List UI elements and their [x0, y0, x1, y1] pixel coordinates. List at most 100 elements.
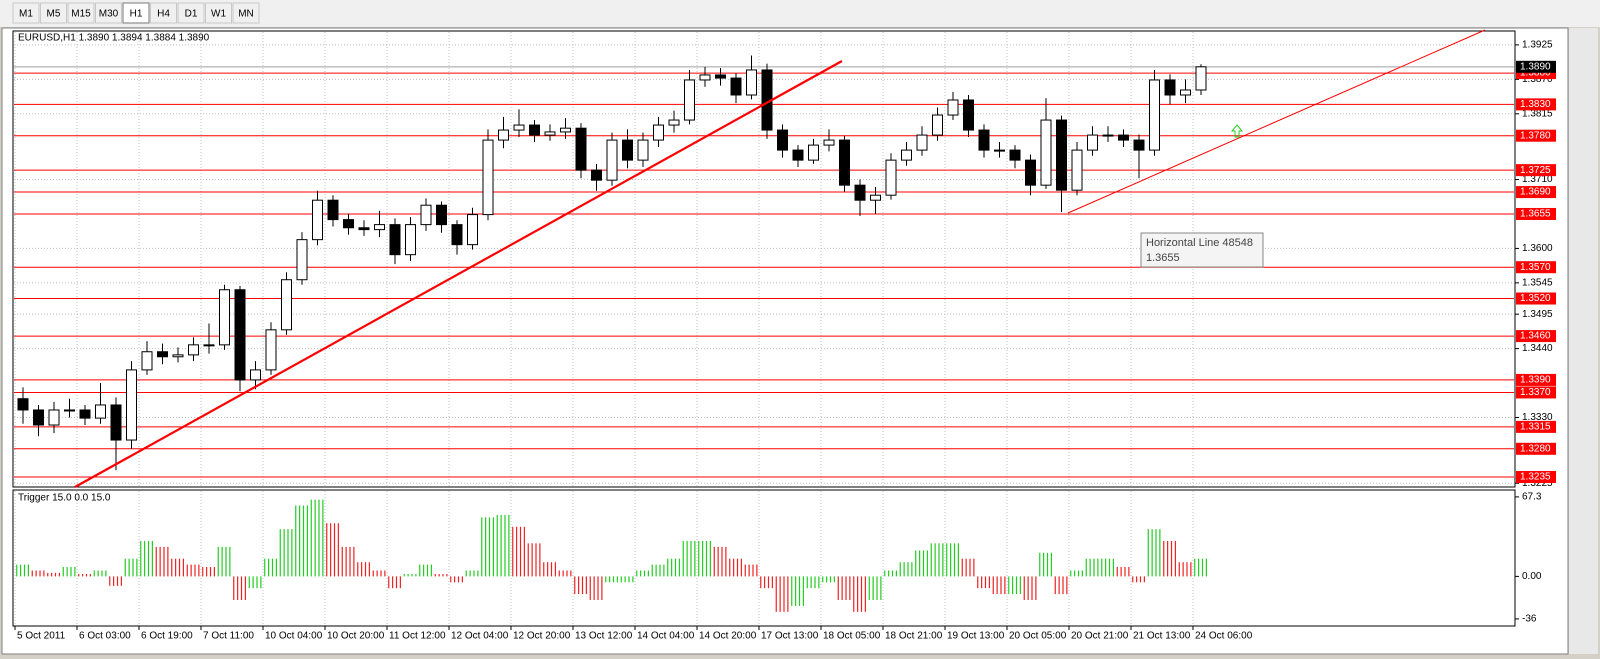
- candle-body: [188, 344, 199, 356]
- histogram-bar: [310, 499, 324, 577]
- histogram-bar: [853, 576, 866, 612]
- price-label: 1.3780: [1520, 130, 1551, 141]
- timeframe-button[interactable]: [67, 2, 95, 24]
- histogram-bar: [248, 576, 262, 589]
- candle-body: [529, 124, 540, 136]
- candle-body: [575, 127, 587, 171]
- candle-body: [141, 351, 153, 371]
- candle-body: [544, 131, 556, 136]
- timeframe-label[interactable]: M30: [99, 9, 119, 20]
- timeframe-button[interactable]: [40, 2, 67, 24]
- x-tick-label: 20 Oct 05:00: [1009, 631, 1067, 642]
- indicator-title: Trigger 15.0 0.0 15.0: [18, 493, 111, 504]
- timeframe-button[interactable]: [232, 2, 260, 24]
- histogram-bar: [233, 576, 246, 601]
- histogram-bar: [884, 570, 897, 577]
- timeframe-label[interactable]: M5: [47, 9, 61, 20]
- timeframe-button[interactable]: [205, 2, 232, 24]
- y-tick-label: 1.3545: [1522, 277, 1553, 288]
- candle-body: [79, 409, 91, 419]
- x-tick-label: 12 Oct 04:00: [451, 631, 509, 642]
- x-tick-label: 19 Oct 13:00: [947, 631, 1005, 642]
- histogram-bar: [1054, 576, 1068, 595]
- price-label: 1.3690: [1520, 187, 1551, 198]
- tooltip: [1140, 232, 1264, 268]
- candle-body: [1180, 89, 1191, 96]
- toolbar-bg: [0, 0, 1600, 27]
- timeframe-label[interactable]: M1: [19, 9, 33, 20]
- histogram-bar: [496, 514, 510, 577]
- y-tick-label: 67.3: [1522, 492, 1542, 503]
- candle-body: [126, 369, 137, 441]
- histogram-bar: [651, 564, 665, 577]
- candle-body: [312, 199, 323, 241]
- timeframe-label[interactable]: MN: [238, 9, 254, 20]
- timeframe-label[interactable]: W1: [211, 9, 226, 20]
- timeframe-label[interactable]: H1: [130, 9, 143, 20]
- histogram-bar: [186, 564, 200, 577]
- histogram-bar: [1008, 576, 1021, 595]
- timeframe-button[interactable]: [177, 2, 205, 24]
- timeframe-button[interactable]: [150, 2, 177, 24]
- candle-body: [947, 99, 959, 116]
- y-tick-label: 1.3925: [1522, 40, 1553, 51]
- histogram-bar: [109, 576, 122, 586]
- candle-body: [1025, 159, 1036, 186]
- histogram-bar: [605, 576, 618, 583]
- trend-line[interactable]: [1067, 29, 1486, 214]
- candle-body: [513, 124, 525, 131]
- candle-body: [916, 134, 928, 151]
- histogram-bar: [357, 562, 370, 577]
- candle-body: [203, 344, 215, 347]
- histogram-bar: [760, 576, 773, 589]
- candle-body: [777, 129, 788, 151]
- indicator-panel: [12, 489, 1516, 627]
- histogram-bar: [78, 574, 91, 577]
- histogram-bar: [326, 523, 339, 577]
- candle-body: [978, 129, 990, 151]
- histogram-bar: [729, 558, 742, 577]
- candle-body: [839, 139, 850, 186]
- histogram-bar: [1070, 570, 1083, 577]
- buy-arrow[interactable]: [1230, 124, 1244, 138]
- candle-body: [1087, 134, 1098, 151]
- candle-body: [730, 77, 742, 96]
- candle-body: [684, 79, 695, 121]
- timeframe-label[interactable]: M15: [71, 9, 91, 20]
- candle-body: [901, 149, 912, 161]
- histogram-bar: [806, 576, 820, 589]
- histogram-bar: [124, 558, 138, 577]
- histogram-bar: [155, 546, 169, 577]
- histogram-bar: [295, 505, 308, 577]
- price-label-bg: [1516, 292, 1556, 305]
- x-tick-label: 24 Oct 06:00: [1195, 631, 1253, 642]
- x-tick-label: 6 Oct 03:00: [79, 631, 131, 642]
- price-label-bg: [1516, 470, 1556, 483]
- timeframe-button[interactable]: [122, 2, 150, 24]
- histogram-bar: [419, 564, 432, 577]
- timeframe-button[interactable]: [12, 2, 40, 24]
- histogram-bar: [946, 543, 959, 577]
- timeframe-button[interactable]: [95, 2, 122, 24]
- y-tick-label: 1.3870: [1522, 74, 1553, 85]
- price-label-bg: [1516, 373, 1556, 386]
- histogram-bar: [698, 540, 711, 577]
- histogram-bar: [822, 576, 835, 583]
- histogram-bar: [450, 576, 463, 583]
- candle-body: [95, 404, 106, 419]
- histogram-bar: [388, 576, 401, 589]
- candle-body: [250, 369, 261, 381]
- histogram-bar: [1116, 566, 1130, 577]
- price-label-bg: [1516, 330, 1556, 343]
- timeframe-label[interactable]: D1: [185, 9, 198, 20]
- y-tick-label: 1.3600: [1522, 243, 1553, 254]
- trend-line[interactable]: [74, 60, 843, 488]
- scrollbar[interactable]: [1569, 28, 1598, 654]
- price-label: 1.3390: [1520, 375, 1551, 386]
- current-price-label: 1.3890: [1520, 61, 1551, 72]
- candle-body: [699, 74, 711, 81]
- histogram-bar: [899, 562, 913, 577]
- candle-body: [157, 351, 168, 358]
- timeframe-label[interactable]: H4: [157, 9, 170, 20]
- histogram-bar: [31, 570, 45, 577]
